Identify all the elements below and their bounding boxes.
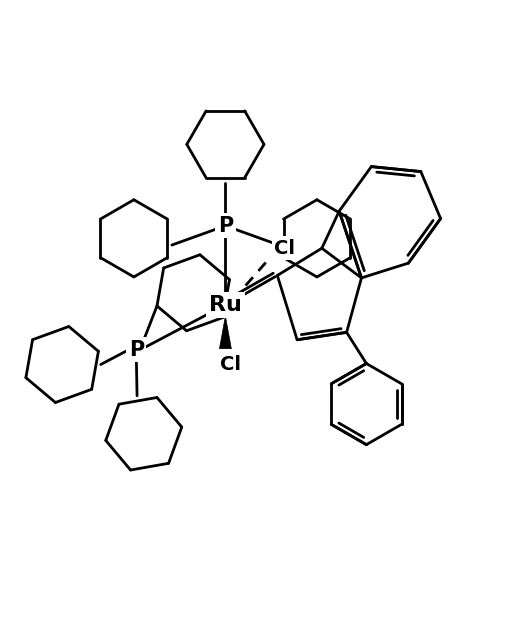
Text: Ru: Ru: [209, 295, 242, 315]
Text: P: P: [218, 216, 233, 236]
Text: Cl: Cl: [274, 239, 295, 258]
Text: P: P: [129, 340, 144, 359]
Text: Cl: Cl: [220, 355, 241, 374]
Polygon shape: [219, 316, 232, 349]
